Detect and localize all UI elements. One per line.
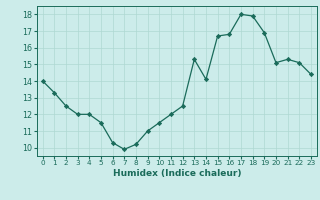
X-axis label: Humidex (Indice chaleur): Humidex (Indice chaleur)	[113, 169, 241, 178]
